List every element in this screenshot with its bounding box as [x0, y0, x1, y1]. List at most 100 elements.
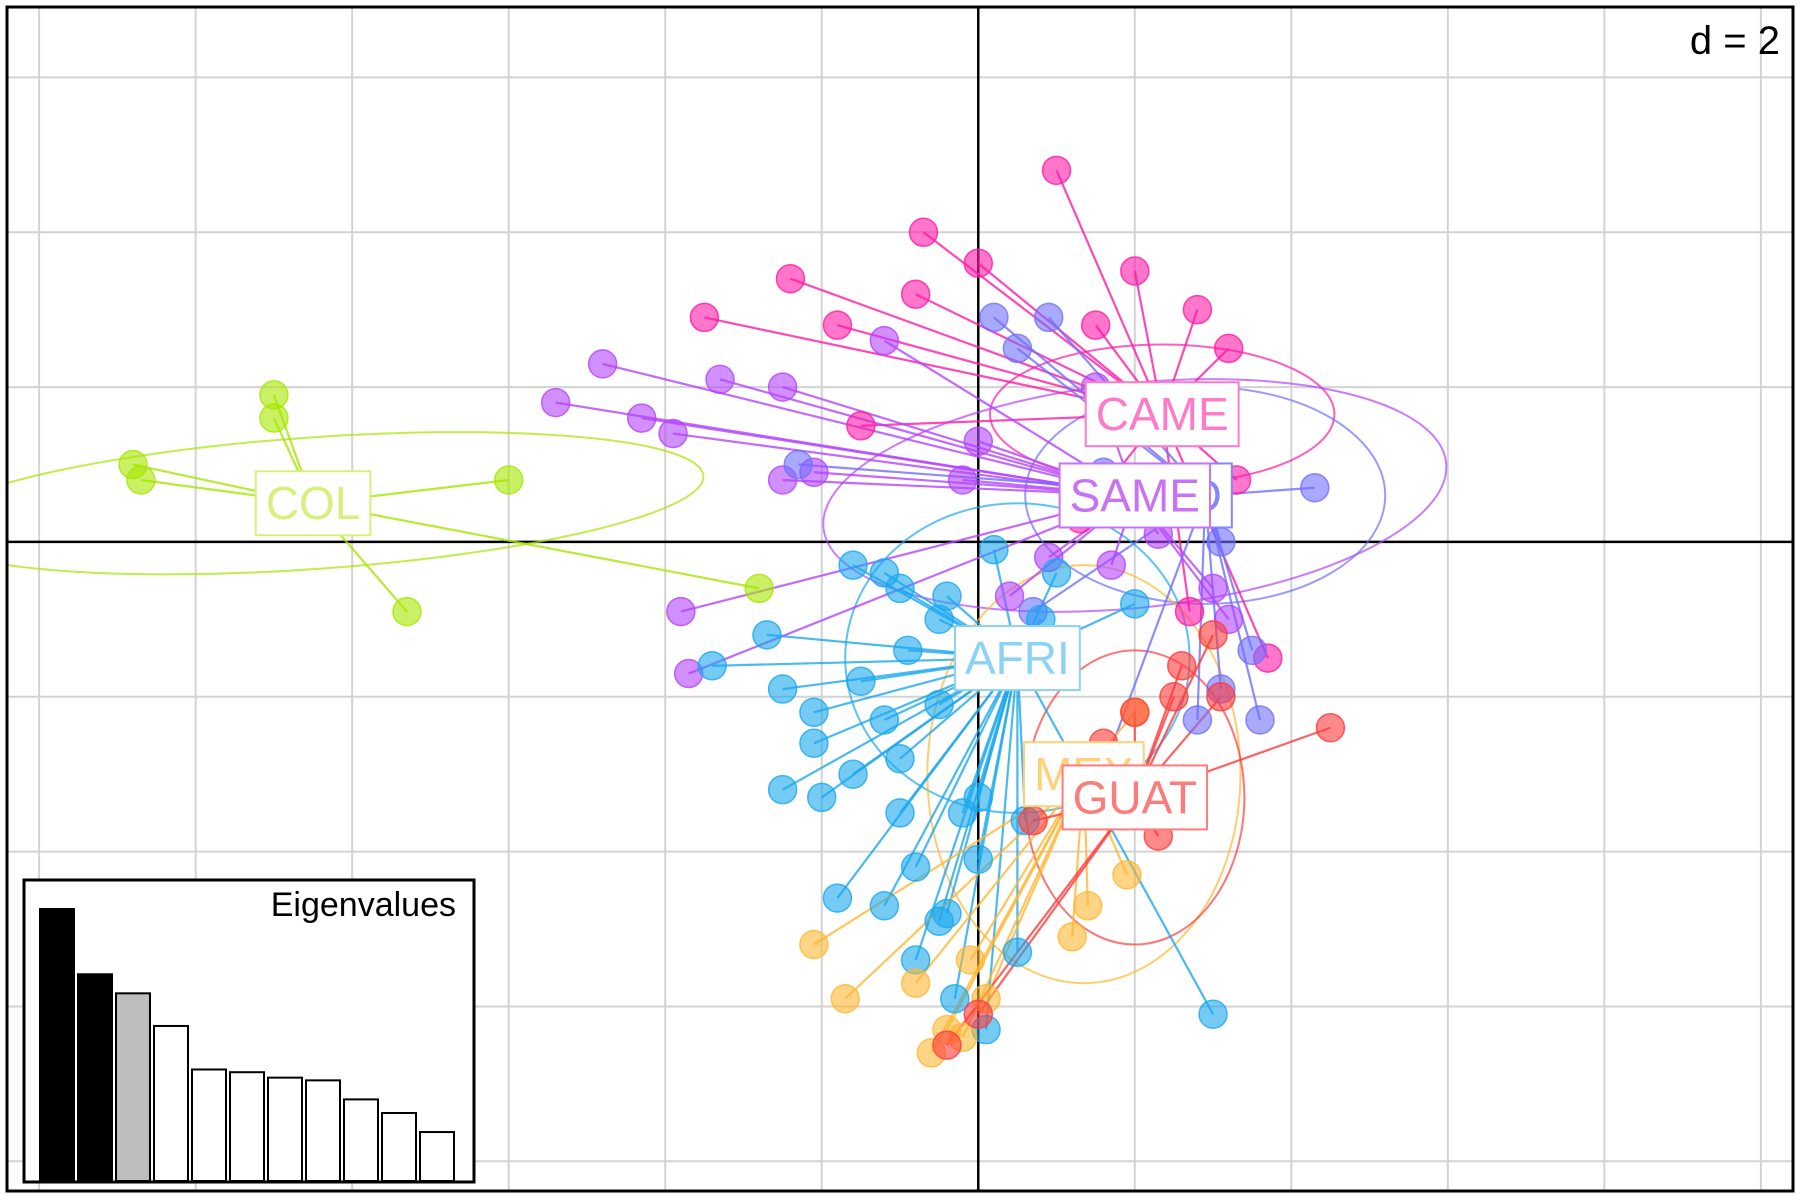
point-came — [775, 263, 806, 294]
group-label-box-guat — [1061, 764, 1208, 831]
ellipse-mex — [926, 564, 1242, 985]
grid — [7, 7, 1793, 1191]
point-came — [1182, 294, 1213, 325]
eigenvalue-bar-3 — [115, 992, 151, 1182]
point-afri — [1120, 589, 1150, 619]
point-afri — [869, 705, 900, 735]
point-came — [900, 279, 931, 309]
point-same — [869, 325, 900, 356]
point-afri — [838, 550, 868, 580]
eigenvalue-bar-11 — [419, 1131, 455, 1183]
point-afri — [963, 844, 994, 875]
point-mex — [1112, 860, 1142, 890]
group-label-box-same — [1058, 462, 1211, 529]
point-afri — [1002, 937, 1033, 968]
point-came — [1174, 596, 1205, 627]
point-col — [259, 380, 289, 410]
point-same — [705, 364, 735, 395]
point-afri — [924, 604, 954, 635]
point-d — [1300, 472, 1330, 503]
point-afri — [799, 697, 829, 728]
eigenvalue-bar-2 — [77, 973, 113, 1183]
group-label-text-afri: AFRI — [965, 632, 1070, 684]
point-afri — [767, 774, 798, 805]
point-afri — [846, 666, 876, 697]
point-d — [1182, 705, 1213, 735]
point-same — [587, 349, 618, 379]
point-guat — [1315, 712, 1346, 743]
point-guat — [1159, 682, 1189, 712]
spoke-came — [1055, 169, 1164, 415]
point-d — [1002, 333, 1033, 364]
plot-frame — [5, 5, 1795, 1193]
point-afri — [822, 883, 853, 913]
spoke-afri — [984, 657, 1019, 1030]
group-label-came: CAME — [1084, 381, 1240, 448]
point-d — [1033, 302, 1064, 333]
point-afri — [893, 635, 923, 666]
point-afri — [963, 782, 994, 813]
group-label-guat: GUAT — [1061, 764, 1208, 831]
point-col — [126, 465, 156, 495]
scale-label: d = 2 — [1690, 19, 1780, 63]
point-same — [994, 581, 1025, 611]
point-came — [689, 302, 720, 333]
point-afri — [940, 983, 970, 1014]
spoke-afri — [836, 657, 1019, 899]
point-afri — [1041, 558, 1072, 588]
point-afri — [885, 743, 915, 774]
point-mex — [1057, 922, 1087, 952]
eigenvalue-bar-8 — [305, 1079, 341, 1182]
point-same — [1198, 573, 1228, 604]
eigenvalue-bar-5 — [191, 1068, 227, 1182]
point-came — [846, 411, 876, 441]
spoke-guat — [977, 796, 1136, 1015]
point-same — [626, 403, 657, 433]
point-mex — [830, 983, 860, 1014]
point-guat — [1120, 697, 1150, 728]
group-label-text-guat: GUAT — [1073, 771, 1197, 823]
point-guat — [1018, 805, 1048, 836]
point-came — [1120, 256, 1150, 286]
group-label-col: COL — [254, 470, 372, 537]
point-same — [540, 387, 571, 418]
point-came — [822, 310, 853, 340]
point-guat — [1206, 682, 1236, 712]
eigenvalue-bar-4 — [153, 1024, 189, 1182]
point-guat — [932, 1030, 962, 1060]
eigenvalues-title: Eigenvalues — [271, 886, 456, 924]
point-mex — [900, 968, 931, 998]
point-col — [744, 573, 774, 604]
ellipse-col — [7, 431, 705, 576]
point-afri — [806, 782, 837, 813]
point-same — [1096, 550, 1127, 580]
group-label-box-came — [1084, 381, 1240, 448]
spoke-mex — [914, 773, 1085, 984]
point-afri — [900, 852, 931, 882]
eigenvalue-bar-6 — [229, 1071, 265, 1182]
point-came — [963, 248, 994, 278]
point-afri — [932, 898, 962, 929]
point-d — [1237, 635, 1267, 666]
point-mex — [799, 929, 829, 960]
point-came — [1080, 310, 1111, 340]
eigenvalue-bar-9 — [343, 1098, 379, 1183]
point-d — [1245, 705, 1275, 735]
point-afri — [869, 891, 900, 921]
point-same — [767, 372, 798, 402]
point-same — [666, 596, 696, 627]
point-same — [947, 465, 978, 495]
point-afri — [697, 651, 727, 681]
point-afri — [799, 728, 829, 758]
group-label-same: SAME — [1058, 462, 1211, 529]
point-came — [908, 217, 939, 248]
point-d — [783, 449, 814, 480]
spoke-afri — [914, 657, 1019, 868]
point-afri — [1198, 999, 1228, 1029]
group-label-box-afri — [954, 625, 1081, 692]
point-col — [493, 465, 524, 495]
point-afri — [924, 689, 954, 720]
group-label-box-col — [254, 470, 372, 537]
point-mex — [1073, 891, 1103, 921]
